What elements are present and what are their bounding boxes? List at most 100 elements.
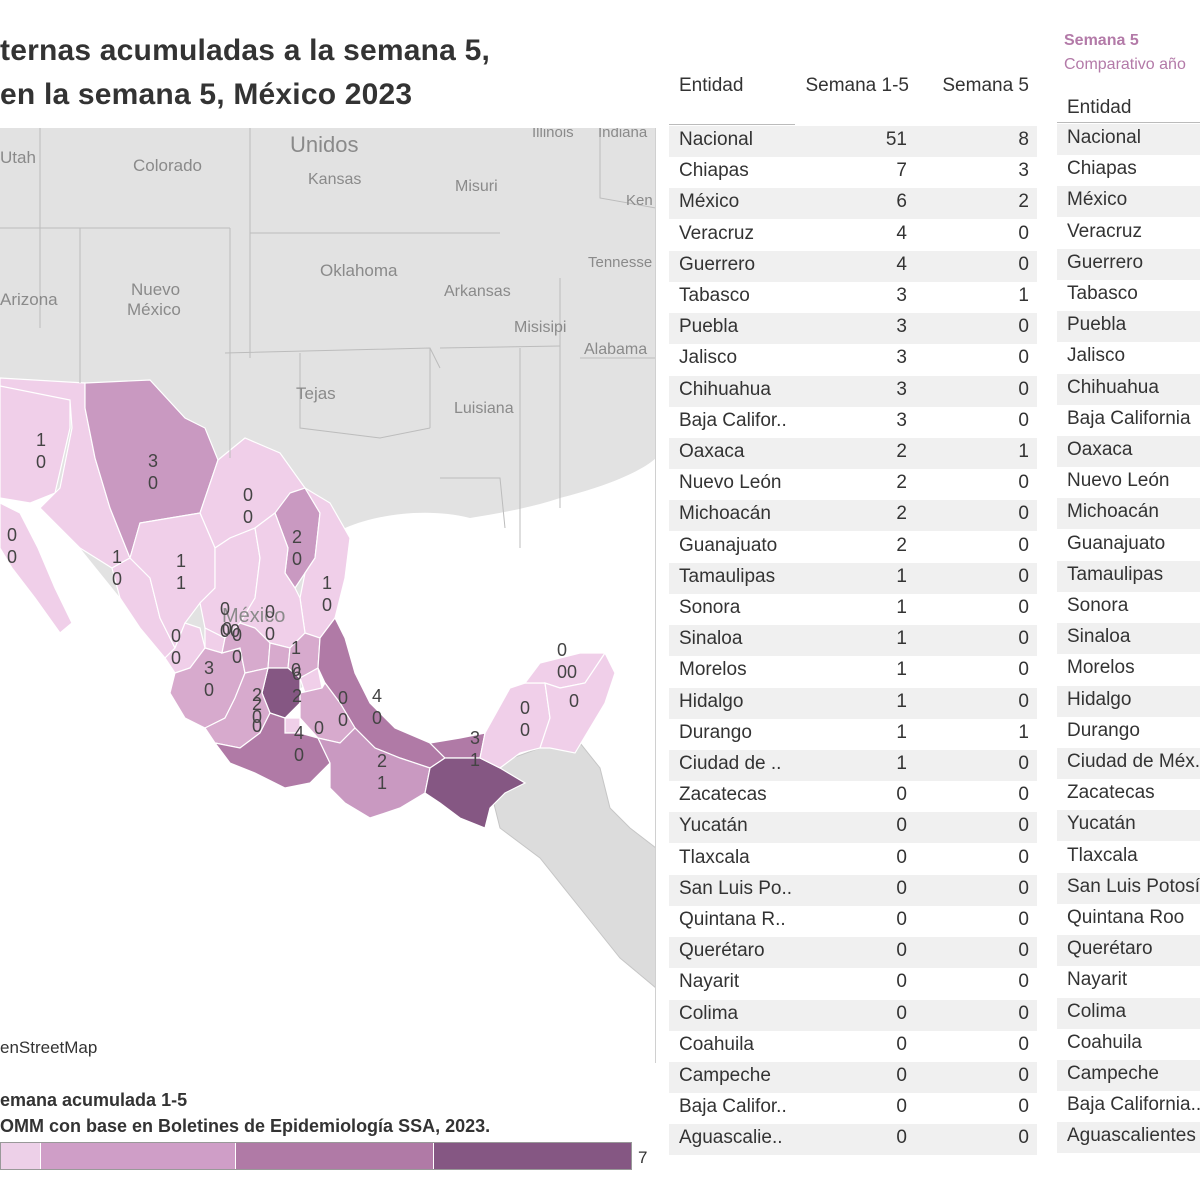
- table-row[interactable]: Coahuila 0 0: [669, 1031, 1037, 1062]
- table-row[interactable]: Nacional: [1057, 124, 1200, 155]
- table-row[interactable]: Tlaxcala: [1057, 842, 1200, 873]
- table-row[interactable]: Nacional 51 8: [669, 126, 1037, 157]
- table-row[interactable]: Puebla 3 0: [669, 313, 1037, 345]
- state-baja-california-sur[interactable]: [0, 502, 73, 634]
- table-row[interactable]: Chihuahua 3 0: [669, 375, 1037, 407]
- table-row[interactable]: Tabasco 3 1: [669, 282, 1037, 313]
- state-queretaro[interactable]: [267, 642, 291, 669]
- cell-entidad: Baja Califor..: [679, 1096, 787, 1118]
- cell-entidad: Coahuila: [679, 1033, 754, 1055]
- state-value-aguascalientes-acumulada: 0: [222, 619, 233, 639]
- table-row[interactable]: Quintana Roo: [1057, 904, 1200, 935]
- state-value-durango-acumulada: 1: [176, 551, 187, 571]
- table-row[interactable]: Baja California..: [1057, 1091, 1200, 1122]
- table-row[interactable]: Morelos: [1057, 654, 1200, 685]
- table-row[interactable]: México: [1057, 186, 1200, 218]
- cell-entidad: Ciudad de ..: [679, 753, 782, 774]
- table-row[interactable]: Tlaxcala 0 0: [669, 844, 1037, 875]
- table-row[interactable]: Hidalgo 1 0: [669, 687, 1037, 719]
- table-row[interactable]: Nayarit 0 0: [669, 968, 1037, 999]
- table-row[interactable]: Tabasco: [1057, 280, 1200, 311]
- legend-color-scale: [0, 1142, 632, 1170]
- table-row[interactable]: Durango 1 1: [669, 719, 1037, 750]
- table-row[interactable]: México 6 2: [669, 188, 1037, 220]
- table-row[interactable]: Veracruz 4 0: [669, 220, 1037, 251]
- map-attribution[interactable]: enStreetMap: [0, 1037, 102, 1059]
- table-row[interactable]: Sonora: [1057, 592, 1200, 623]
- table-row[interactable]: Querétaro 0 0: [669, 937, 1037, 969]
- table-row[interactable]: Guanajuato 2 0: [669, 532, 1037, 563]
- state-value-tabasco-acumulada: 3: [470, 728, 481, 748]
- table-row[interactable]: Ciudad de Méx..: [1057, 748, 1200, 779]
- table-row[interactable]: Coahuila: [1057, 1029, 1200, 1060]
- table-row[interactable]: Oaxaca 2 1: [669, 438, 1037, 469]
- cell-s15: 0: [896, 1033, 907, 1055]
- table-row[interactable]: Chihuahua: [1057, 373, 1200, 405]
- state-durango[interactable]: [129, 512, 216, 650]
- table-row[interactable]: Zacatecas 0 0: [669, 781, 1037, 812]
- table-row[interactable]: Chiapas: [1057, 155, 1200, 186]
- cell-entidad: Querétaro: [679, 940, 765, 962]
- state-value-baja-california-acumulada: 1: [36, 430, 47, 450]
- table-row[interactable]: Guanajuato: [1057, 530, 1200, 561]
- table-row[interactable]: Guerrero 4 0: [669, 250, 1037, 282]
- table-row[interactable]: Sinaloa: [1057, 623, 1200, 655]
- cell-entidad: Aguascalientes: [1067, 1125, 1196, 1147]
- table2-col-header-entidad[interactable]: Entidad: [1067, 97, 1132, 118]
- map-place-label-colorado: Colorado: [133, 156, 202, 175]
- table-row[interactable]: Jalisco: [1057, 342, 1200, 373]
- table-row[interactable]: Baja Califor.. 3 0: [669, 407, 1037, 438]
- col-header-semana-1-5[interactable]: Semana 1-5: [805, 75, 909, 96]
- table-row[interactable]: Nuevo León 2 0: [669, 469, 1037, 500]
- table-row[interactable]: Colima: [1057, 997, 1200, 1029]
- table-row[interactable]: Hidalgo: [1057, 685, 1200, 717]
- table-row[interactable]: Sonora 1 0: [669, 594, 1037, 625]
- col-header-semana-5[interactable]: Semana 5: [942, 75, 1029, 96]
- choropleth-map[interactable]: Utah Colorado Unidos Kansas Illinois Indiana M…: [0, 128, 656, 1063]
- table-row[interactable]: San Luis Po.. 0 0: [669, 874, 1037, 906]
- state-guerrero[interactable]: [213, 712, 331, 789]
- table-row[interactable]: Yucatán: [1057, 810, 1200, 842]
- cell-entidad: Guerrero: [1067, 251, 1144, 273]
- table-row[interactable]: Campeche 0 0: [669, 1062, 1037, 1093]
- table2-subtitle: Comparativo año: [1064, 56, 1186, 73]
- us-state-borders: [0, 128, 655, 548]
- table-row[interactable]: Nayarit: [1057, 966, 1200, 997]
- table-row[interactable]: Nuevo León: [1057, 467, 1200, 498]
- table-row[interactable]: Michoacán: [1057, 498, 1200, 530]
- table-row[interactable]: Durango: [1057, 717, 1200, 748]
- table-row[interactable]: Quintana R.. 0 0: [669, 906, 1037, 937]
- state-value-mexico-acumulada: 6: [292, 664, 303, 684]
- table-row[interactable]: Aguascalientes: [1057, 1122, 1200, 1154]
- table-row[interactable]: Oaxaca: [1057, 436, 1200, 467]
- table-row[interactable]: Veracruz: [1057, 218, 1200, 249]
- table-row[interactable]: Puebla: [1057, 311, 1200, 343]
- state-chiapas[interactable]: [424, 757, 527, 829]
- table-row[interactable]: Ciudad de .. 1 0: [669, 750, 1037, 781]
- table-row[interactable]: Sinaloa 1 0: [669, 625, 1037, 657]
- cell-entidad: Quintana Roo: [1067, 907, 1185, 928]
- cell-s15: 7: [896, 160, 907, 182]
- table-row[interactable]: San Luis Potosí: [1057, 872, 1200, 904]
- state-value-nuevo-leon-acumulada: 2: [292, 527, 303, 547]
- state-baja-california[interactable]: [0, 382, 71, 504]
- table-row[interactable]: Michoacán 2 0: [669, 500, 1037, 532]
- table-row[interactable]: Chiapas 7 3: [669, 157, 1037, 188]
- table-row[interactable]: Guerrero: [1057, 248, 1200, 280]
- table-row[interactable]: Yucatán 0 0: [669, 812, 1037, 844]
- table-row[interactable]: Querétaro: [1057, 935, 1200, 967]
- table-row[interactable]: Zacatecas: [1057, 779, 1200, 810]
- state-quintana-roo[interactable]: [539, 651, 616, 754]
- cell-s15: 3: [896, 409, 907, 431]
- col-header-entidad[interactable]: Entidad: [679, 75, 744, 96]
- table-row[interactable]: Tamaulipas 1 0: [669, 562, 1037, 594]
- table-row[interactable]: Morelos 1 0: [669, 656, 1037, 687]
- table-row[interactable]: Tamaulipas: [1057, 560, 1200, 592]
- table-row[interactable]: Baja Califor.. 0 0: [669, 1093, 1037, 1124]
- table-row[interactable]: Colima 0 0: [669, 999, 1037, 1031]
- table-row[interactable]: Jalisco 3 0: [669, 344, 1037, 375]
- gulf-water: [353, 478, 655, 738]
- table-row[interactable]: Campeche: [1057, 1060, 1200, 1091]
- table-row[interactable]: Baja California: [1057, 405, 1200, 436]
- table-row[interactable]: Aguascalie.. 0 0: [669, 1124, 1037, 1156]
